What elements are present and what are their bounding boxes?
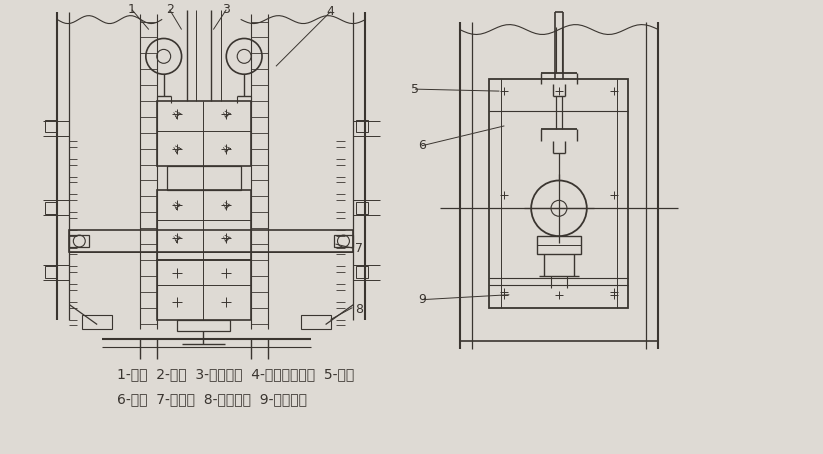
Bar	[300, 315, 331, 330]
Bar	[490, 79, 629, 308]
Bar	[156, 101, 251, 166]
Text: 5: 5	[411, 83, 419, 96]
Bar	[82, 315, 112, 330]
Text: 1-链条  2-料斗  3-丝杠螺杆  4-滑板升降螺母  5-滑板: 1-链条 2-料斗 3-丝杠螺杆 4-滑板升降螺母 5-滑板	[117, 367, 354, 381]
Text: 4: 4	[327, 5, 334, 18]
Text: 6: 6	[418, 139, 425, 152]
Bar	[356, 266, 369, 278]
Bar	[44, 120, 57, 132]
Bar	[356, 120, 369, 132]
Bar	[537, 236, 581, 254]
Bar	[177, 320, 230, 331]
Text: 6-机壳  7-轴承座  8-链轮及轴  9-滑板压条: 6-机壳 7-轴承座 8-链轮及轴 9-滑板压条	[117, 392, 307, 406]
Bar	[156, 190, 251, 260]
Text: 8: 8	[356, 303, 364, 316]
Bar	[69, 235, 89, 247]
Text: 2: 2	[165, 3, 174, 16]
Bar	[356, 202, 369, 214]
Bar	[44, 202, 57, 214]
Bar	[167, 166, 241, 190]
Text: 1: 1	[128, 3, 136, 16]
Bar	[156, 260, 251, 320]
Bar	[44, 266, 57, 278]
Text: 9: 9	[418, 293, 425, 306]
Text: 3: 3	[222, 3, 230, 16]
Text: 7: 7	[356, 242, 364, 255]
Bar	[69, 230, 353, 252]
Bar	[333, 235, 353, 247]
